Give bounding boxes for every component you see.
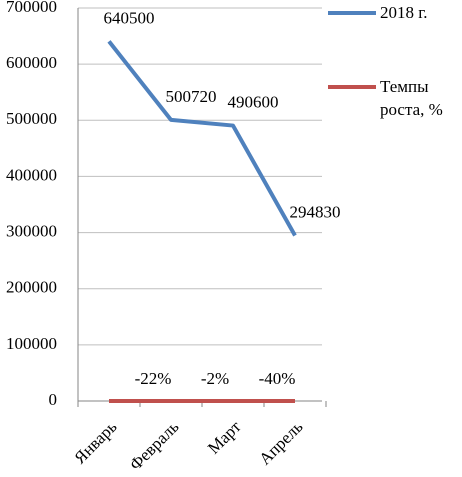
legend-label: Темпы роста, % — [380, 77, 443, 119]
data-label: 640500 — [104, 8, 155, 27]
x-tick-label: Апрель — [255, 417, 307, 469]
x-tick-label: Март — [204, 417, 245, 458]
data-label: -2% — [201, 369, 229, 388]
y-tick-label: 500000 — [6, 109, 57, 128]
data-label: 500720 — [166, 87, 217, 106]
legend-label: 2018 г. — [380, 3, 428, 22]
data-label: -22% — [135, 369, 172, 388]
data-label: 490600 — [228, 92, 279, 111]
y-tick-label: 200000 — [6, 278, 57, 297]
y-tick-label: 400000 — [6, 165, 57, 184]
legend-item: Темпы роста, % — [380, 77, 443, 119]
x-tick-label: Январь — [70, 417, 120, 467]
data-label: -40% — [259, 369, 296, 388]
data-label: 294830 — [290, 202, 341, 221]
y-tick-label: 100000 — [6, 334, 57, 353]
legend-item: 2018 г. — [380, 3, 428, 22]
x-tick-label: Февраль — [126, 417, 183, 474]
y-tick-label: 300000 — [6, 221, 57, 240]
series-line — [107, 40, 297, 237]
y-tick-label: 600000 — [6, 53, 57, 72]
y-tick-label: 0 — [49, 390, 58, 409]
y-tick-label: 700000 — [6, 0, 57, 16]
